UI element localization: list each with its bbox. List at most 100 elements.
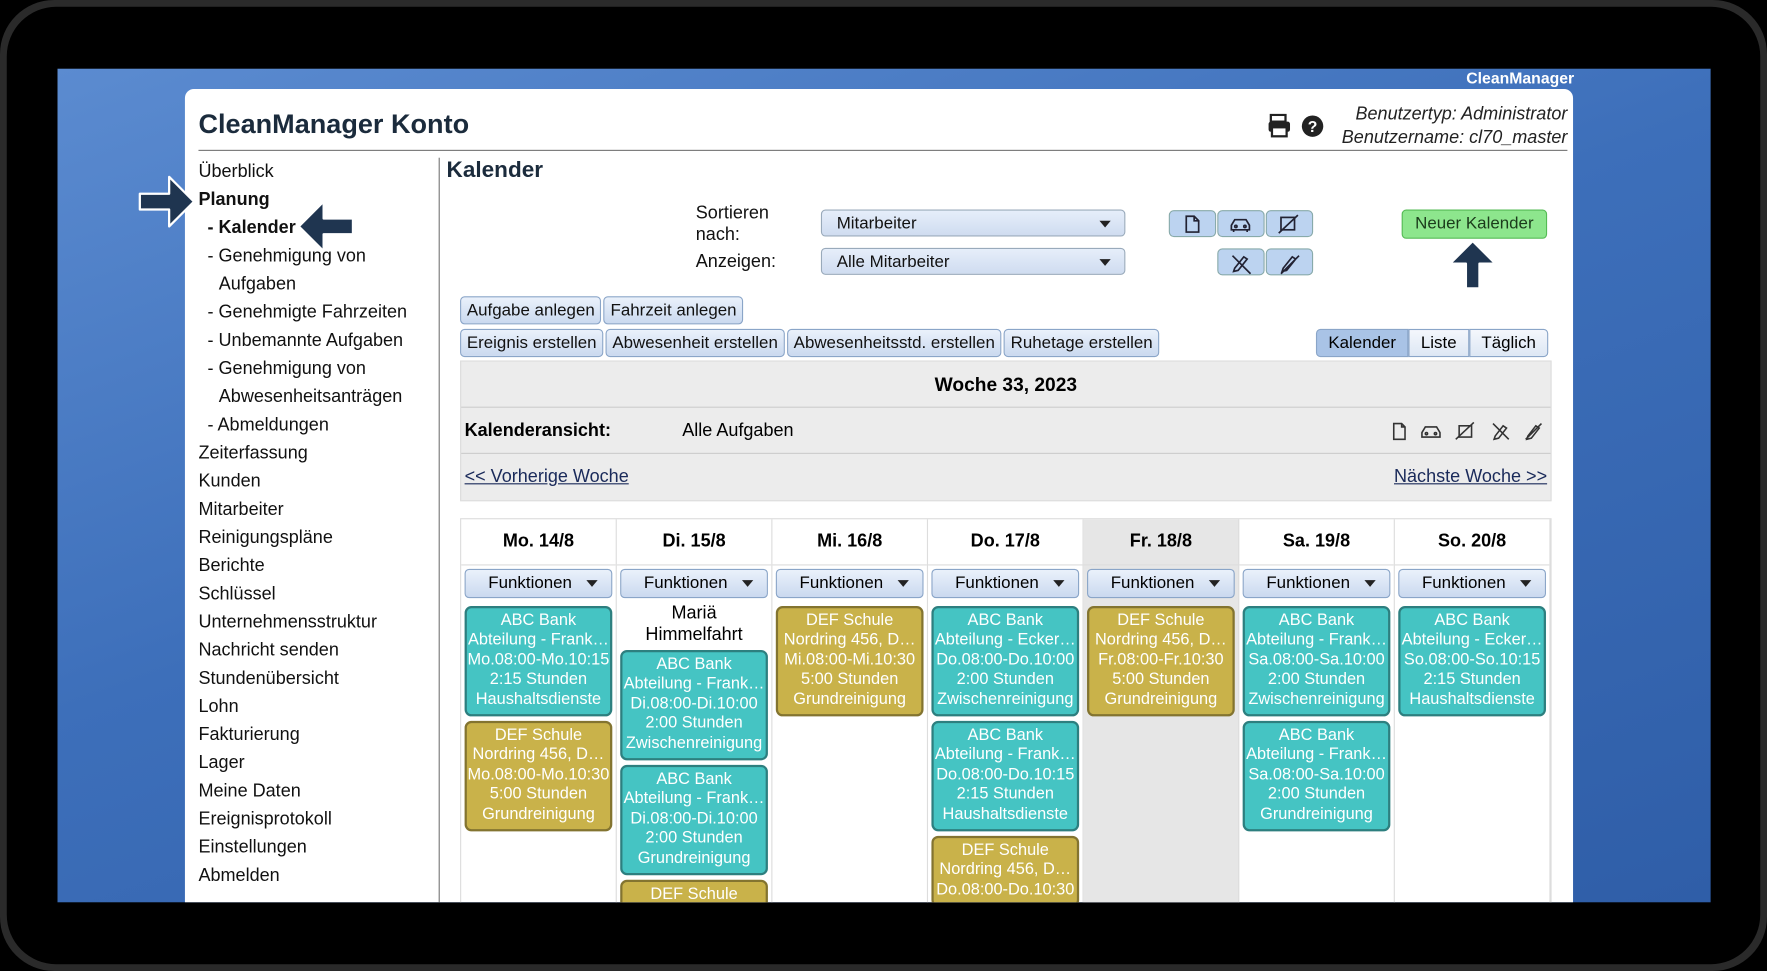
task-card[interactable]: ABC Bank Abteilung - Frank… Do.08:00-Do.10… bbox=[931, 720, 1080, 832]
divider bbox=[198, 149, 1568, 151]
nav-item[interactable]: Zeiterfassung bbox=[198, 443, 308, 463]
day-column: Di. 15/8 Funktionen Mariä Himmelfahrt ABC B… bbox=[616, 519, 773, 903]
day-menu[interactable]: Funktionen bbox=[1242, 568, 1391, 599]
nav-item[interactable]: - Kalender bbox=[207, 218, 296, 238]
new-calendar-button[interactable]: Neuer Kalender bbox=[1401, 209, 1548, 239]
day-menu-label: Funktionen bbox=[1266, 573, 1351, 593]
nav-item[interactable]: - Abmeldungen bbox=[207, 415, 329, 435]
action-button[interactable]: Abwesenheitsstd. erstellen bbox=[786, 328, 1002, 358]
screen: CleanManager CleanManager Konto ? Benutz… bbox=[57, 68, 1711, 903]
action-button[interactable]: Ruhetage erstellen bbox=[1003, 328, 1160, 358]
day-menu[interactable]: Funktionen bbox=[1398, 568, 1546, 599]
task-line: Grundreinigung bbox=[793, 690, 907, 709]
task-line: 2:00 Stunden bbox=[645, 829, 743, 848]
view-tab[interactable]: Kalender bbox=[1315, 328, 1409, 358]
user-info: Benutzertyp: Administrator Benutzername:… bbox=[1342, 103, 1568, 150]
sort-label: Sortieren nach: bbox=[695, 203, 769, 245]
nav-item[interactable]: Lohn bbox=[198, 697, 239, 717]
nav-item[interactable]: Mitarbeiter bbox=[198, 500, 284, 520]
nav-item[interactable]: Ereignisprotokoll bbox=[198, 809, 332, 830]
view-tab[interactable]: Täglich bbox=[1469, 328, 1549, 358]
task-line: Abteilung - Frank… bbox=[623, 790, 765, 809]
task-line: Haushaltsdienste bbox=[942, 805, 1069, 824]
task-line: Grundreinigung bbox=[1104, 690, 1218, 709]
view-label: Kalenderansicht: bbox=[464, 421, 611, 441]
task-card[interactable]: DEF Schule Nordring 456, D… Fr.08:00-Fr.10… bbox=[1087, 606, 1235, 717]
task-line: Haushaltsdienste bbox=[475, 690, 602, 709]
action-button[interactable]: Fahrzeit anlegen bbox=[603, 296, 744, 325]
task-line: 2:15 Stunden bbox=[956, 785, 1054, 804]
view-tabs: Kalender Liste Täglich bbox=[1315, 328, 1549, 358]
task-card[interactable]: DEF Schule Nordring 456, D… Do.08:00-Do.10… bbox=[931, 835, 1080, 903]
nav-item[interactable]: Stundenübersicht bbox=[198, 669, 339, 689]
action-button[interactable]: Abwesenheit erstellen bbox=[605, 328, 785, 358]
nav-item[interactable]: Schlüssel bbox=[198, 584, 276, 604]
header-icons[interactable]: ? bbox=[1267, 113, 1324, 139]
nav-item[interactable]: Unternehmensstruktur bbox=[198, 612, 377, 632]
day-menu[interactable]: Funktionen bbox=[1087, 568, 1235, 599]
task-line: Mo.08:00-Mo.10:30 bbox=[467, 765, 610, 784]
nav-item[interactable]: Einstellungen bbox=[198, 838, 307, 858]
view-icons[interactable] bbox=[1388, 421, 1546, 441]
task-line: Abteilung - Frank… bbox=[623, 675, 765, 694]
day-menu[interactable]: Funktionen bbox=[620, 568, 768, 599]
nav-item[interactable]: Planung bbox=[198, 190, 270, 210]
task-line: 2:00 Stunden bbox=[1267, 785, 1366, 804]
task-card[interactable]: ABC Bank Abteilung - Frank… Di.08:00-Di.10… bbox=[620, 649, 768, 761]
task-line: Abteilung - Frank… bbox=[468, 631, 609, 650]
action-button[interactable]: Ereignis erstellen bbox=[460, 328, 604, 358]
day-menu-label: Funktionen bbox=[1110, 573, 1195, 593]
day-column: Fr. 18/8 Funktionen DEF Schule Nordring 456… bbox=[1083, 519, 1240, 903]
task-card[interactable]: ABC Bank Abteilung - Frank… Mo.08:00-Mo.10… bbox=[464, 606, 613, 717]
nav-item[interactable]: Meine Daten bbox=[198, 781, 301, 801]
nav-item[interactable]: Überblick bbox=[198, 162, 274, 182]
task-line: 5:00 Stunden bbox=[489, 785, 588, 804]
nav-item[interactable]: - Genehmigte Fahrzeiten bbox=[207, 303, 408, 323]
user-name: Benutzername: cl70_master bbox=[1341, 128, 1568, 148]
task-card[interactable]: ABC Bank Abteilung - Ecker… So.08:00-So.10… bbox=[1398, 606, 1546, 717]
nav-item[interactable]: - Genehmigung von Abwesenheitsanträgen bbox=[207, 359, 403, 407]
task-line: 2:15 Stunden bbox=[489, 670, 588, 689]
caret bbox=[741, 580, 754, 587]
nav-item[interactable]: - Genehmigung von Aufgaben bbox=[207, 246, 366, 295]
task-card[interactable]: DEF Schule bbox=[620, 879, 768, 903]
action-button[interactable]: Aufgabe anlegen bbox=[460, 296, 602, 325]
task-line: Abteilung - Frank… bbox=[1246, 746, 1387, 765]
view-tab[interactable]: Liste bbox=[1408, 328, 1470, 358]
task-card[interactable]: DEF Schule Nordring 456, D… Mo.08:00-Mo.10… bbox=[464, 720, 613, 832]
next-week-link[interactable]: Nächste Woche >> bbox=[1393, 467, 1548, 487]
day-header: Mo. 14/8 bbox=[461, 519, 616, 566]
day-menu[interactable]: Funktionen bbox=[464, 568, 613, 599]
nav-item[interactable]: Fakturierung bbox=[198, 725, 300, 745]
day-header: Mi. 16/8 bbox=[772, 519, 927, 566]
filter-icon-buttons[interactable] bbox=[1168, 210, 1317, 280]
nav-item[interactable]: Nachricht senden bbox=[198, 640, 339, 661]
week-calendar: Mo. 14/8 Funktionen ABC Bank Abteilung - Fr… bbox=[460, 518, 1552, 903]
panel: CleanManager Konto ? Benutzertyp: Admini… bbox=[184, 88, 1574, 903]
prev-week-link[interactable]: << Vorherige Woche bbox=[464, 467, 629, 487]
day-menu[interactable]: Funktionen bbox=[775, 568, 924, 599]
user-type: Benutzertyp: Administrator bbox=[1355, 104, 1568, 124]
nav-item[interactable]: Reinigungspläne bbox=[198, 528, 333, 548]
sort-select[interactable]: Mitarbeiter bbox=[820, 209, 1126, 237]
task-card[interactable]: ABC Bank Abteilung - Frank… Di.08:00-Di.10… bbox=[620, 764, 768, 876]
task-card[interactable]: DEF Schule Nordring 456, D… Mi.08:00-Mi.10… bbox=[775, 606, 924, 717]
week-box: Woche 33, 2023 Kalenderansicht: Alle Auf… bbox=[460, 360, 1552, 502]
brand: CleanManager bbox=[1466, 68, 1575, 87]
day-menu[interactable]: Funktionen bbox=[931, 568, 1080, 599]
nav-item[interactable]: Kunden bbox=[198, 471, 261, 492]
task-line: 2:00 Stunden bbox=[645, 714, 743, 733]
day-header: Sa. 19/8 bbox=[1239, 519, 1394, 566]
week-title: Woche 33, 2023 bbox=[461, 362, 1551, 408]
task-card[interactable]: ABC Bank Abteilung - Ecker… Do.08:00-Do.10… bbox=[931, 606, 1080, 717]
show-select[interactable]: Alle Mitarbeiter bbox=[820, 247, 1126, 275]
task-line: 2:00 Stunden bbox=[1267, 670, 1366, 689]
nav-item[interactable]: Abmelden bbox=[198, 866, 280, 886]
nav-item[interactable]: Berichte bbox=[198, 556, 265, 576]
nav-item[interactable]: Lager bbox=[198, 753, 245, 773]
task-card[interactable]: ABC Bank Abteilung - Frank… Sa.08:00-Sa.10… bbox=[1242, 720, 1391, 832]
task-card[interactable]: ABC Bank Abteilung - Frank… Sa.08:00-Sa.10… bbox=[1242, 606, 1391, 717]
task-line: 5:00 Stunden bbox=[1112, 670, 1210, 689]
nav-item[interactable]: - Unbemannte Aufgaben bbox=[207, 331, 404, 351]
